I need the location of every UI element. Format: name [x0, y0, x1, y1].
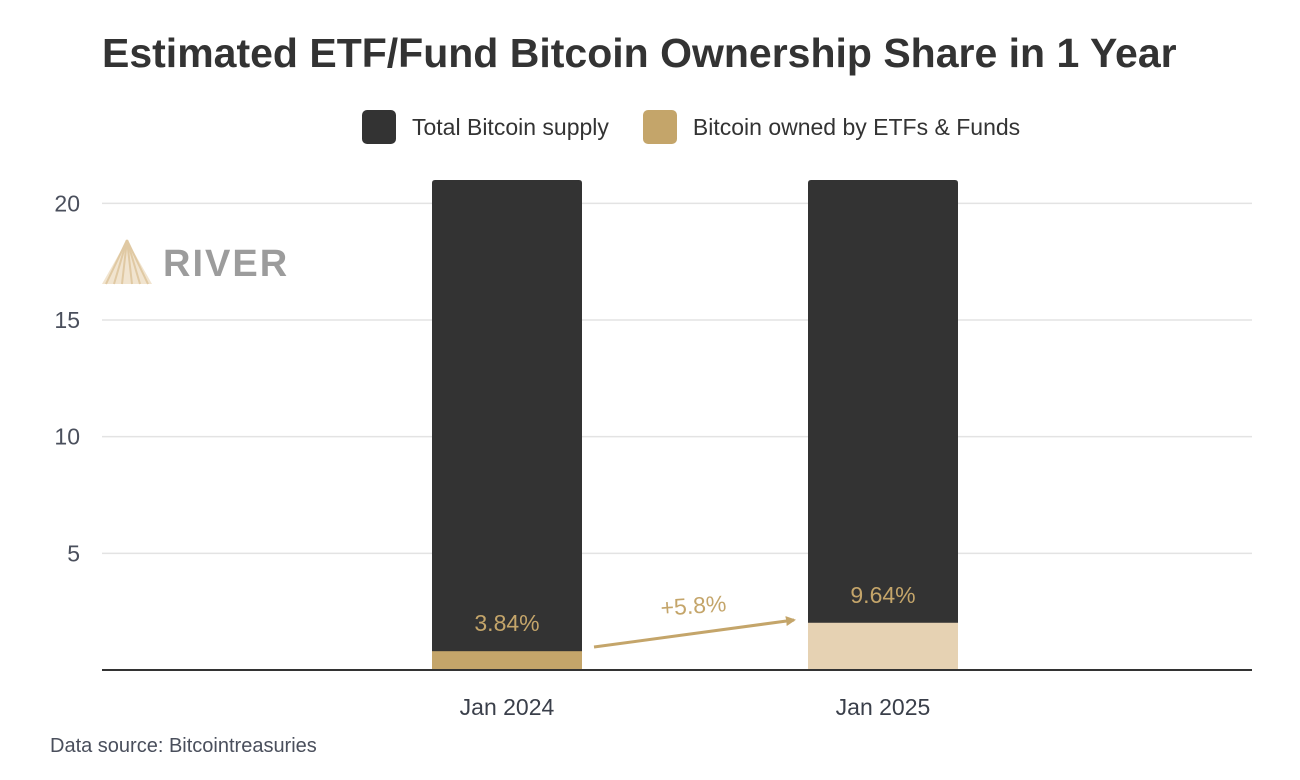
bar-etf-owned-jan-2024	[432, 651, 582, 670]
chart-title: Estimated ETF/Fund Bitcoin Ownership Sha…	[102, 30, 1177, 76]
river-logo-text: RIVER	[163, 243, 289, 285]
value-label-jan-2025: 9.64%	[850, 582, 915, 608]
value-label-jan-2024: 3.84%	[474, 610, 539, 636]
data-source-note: Data source: Bitcointreasuries	[50, 735, 317, 757]
bar-etf-owned-jan-2025	[808, 622, 958, 670]
y-tick-label-20: 20	[54, 190, 80, 216]
bar-total-supply-jan-2024	[432, 180, 582, 670]
x-tick-label-jan-2024: Jan 2024	[460, 694, 555, 720]
annotation-arrow	[593, 616, 796, 649]
legend-swatch-etf-owned	[642, 110, 677, 144]
x-tick-label-jan-2025: Jan 2025	[836, 694, 931, 720]
y-tick-label-5: 5	[67, 540, 80, 566]
legend-item-total-supply: Total Bitcoin supply	[362, 110, 609, 144]
legend-label-etf-owned: Bitcoin owned by ETFs & Funds	[692, 113, 1021, 140]
river-logo-icon	[102, 239, 152, 285]
y-tick-label-15: 15	[54, 307, 80, 333]
bar-total-supply-jan-2025	[808, 180, 958, 670]
river-logo: RIVER	[102, 239, 289, 285]
legend-item-etf-owned: Bitcoin owned by ETFs & Funds	[642, 110, 1021, 144]
annotation-label: +5.8%	[660, 590, 728, 621]
legend-label-total-supply: Total Bitcoin supply	[412, 113, 609, 140]
y-tick-label-10: 10	[54, 424, 80, 450]
legend-swatch-total-supply	[362, 110, 396, 144]
legend: Total Bitcoin supply Bitcoin owned by ET…	[362, 110, 1054, 144]
